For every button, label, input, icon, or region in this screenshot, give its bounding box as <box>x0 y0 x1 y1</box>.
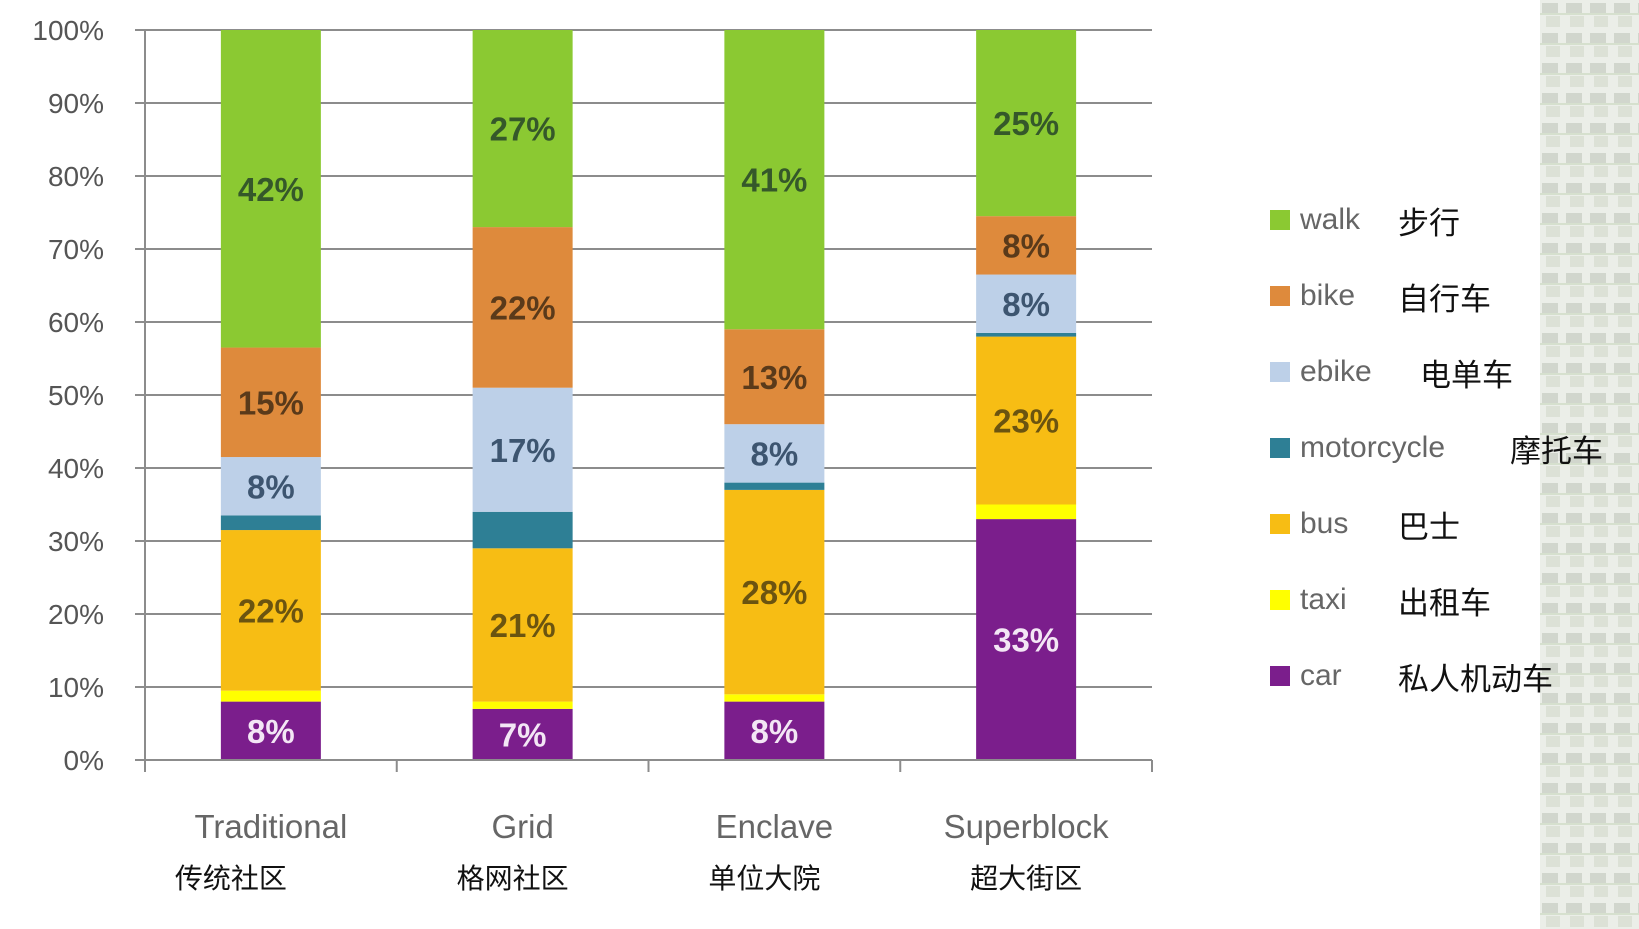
y-tick-label: 0% <box>64 745 104 776</box>
x-category-label: Traditional <box>194 808 347 845</box>
bar-segment-bus <box>976 336 1077 505</box>
bar-segment-motorcycle <box>724 482 825 490</box>
bar-segment-car <box>976 519 1077 760</box>
legend-label-zh: 私人机动车 <box>1398 661 1553 698</box>
legend-item-ebike: ebike 电单车 <box>1270 352 1513 394</box>
legend-label-zh: 步行 <box>1398 205 1460 242</box>
bar-segment-walk <box>724 30 825 330</box>
x-category-label: Grid <box>491 808 553 845</box>
legend-item-taxi: taxi 出租车 <box>1270 580 1491 622</box>
legend-swatch <box>1270 362 1290 382</box>
x-category-label-zh: 传统社区 <box>175 862 287 895</box>
bar-segment-motorcycle <box>976 332 1077 337</box>
data-label-ebike: 8% <box>1002 286 1050 323</box>
legend-label-zh: 自行车 <box>1398 281 1491 318</box>
bar-segment-taxi <box>472 701 573 709</box>
y-tick-label: 20% <box>48 599 104 630</box>
legend-swatch <box>1270 210 1290 230</box>
data-label-ebike: 17% <box>490 432 556 469</box>
y-tick-label: 10% <box>48 672 104 703</box>
data-label-bus: 22% <box>238 592 304 629</box>
x-category-label: Superblock <box>944 808 1110 845</box>
bar-segment-walk <box>220 30 321 348</box>
data-label-walk: 27% <box>490 111 556 148</box>
city-illustration-background <box>1540 0 1639 929</box>
x-category-label: Enclave <box>716 808 833 845</box>
data-label-bike: 13% <box>741 359 807 396</box>
bar-segment-taxi <box>724 694 825 702</box>
legend-swatch <box>1270 286 1290 306</box>
data-label-bus: 23% <box>993 403 1059 440</box>
bar-segment-walk <box>976 30 1077 217</box>
data-label-walk: 42% <box>238 171 304 208</box>
bar-segment-car <box>220 701 321 760</box>
data-label-walk: 41% <box>741 162 807 199</box>
bar-segment-ebike <box>976 274 1077 333</box>
x-category-label-zh: 单位大院 <box>708 862 820 895</box>
bar-segment-bus <box>724 489 825 695</box>
bar-segment-taxi <box>220 690 321 702</box>
data-label-car: 8% <box>247 713 295 750</box>
bar-segment-bus <box>220 530 321 691</box>
bar-segment-bike <box>472 227 573 388</box>
y-tick-label: 60% <box>48 307 104 338</box>
y-tick-label: 30% <box>48 526 104 557</box>
y-tick-label: 90% <box>48 88 104 119</box>
bar-segment-walk <box>472 30 573 228</box>
legend-label-zh: 巴士 <box>1398 509 1460 546</box>
x-axis: Traditional 传统社区 Grid 格网社区 Enclave 单位大院 Superb… <box>144 759 1153 895</box>
data-label-walk: 25% <box>993 105 1059 142</box>
bar-segment-car <box>724 701 825 760</box>
legend-swatch <box>1270 590 1290 610</box>
data-label-bus: 21% <box>490 607 556 644</box>
x-category-label-zh: 超大街区 <box>970 862 1082 895</box>
bar-labels: 8% 22% 8% 15% 42% 7% 21% 17% 22% 27% 8% 28% 8% 13% 41%… <box>238 105 1059 753</box>
legend-item-bike: bike 自行车 <box>1270 276 1491 318</box>
legend-item-motorcycle: motorcycle 摩托车 <box>1270 428 1603 470</box>
x-category-label-zh: 格网社区 <box>457 862 569 895</box>
bar-segment-motorcycle <box>220 515 321 531</box>
legend-swatch <box>1270 666 1290 686</box>
legend-label-zh: 摩托车 <box>1510 433 1603 470</box>
data-label-ebike: 8% <box>247 468 295 505</box>
data-label-ebike: 8% <box>751 435 799 472</box>
data-label-bike: 8% <box>1002 227 1050 264</box>
data-label-bike: 15% <box>238 384 304 421</box>
bars <box>220 30 1077 760</box>
data-label-car: 8% <box>751 713 799 750</box>
y-tick-label: 80% <box>48 161 104 192</box>
bar-segment-bus <box>472 548 573 702</box>
legend-swatch <box>1270 514 1290 534</box>
bar-segment-ebike <box>724 424 825 483</box>
bar-segment-bike <box>220 347 321 458</box>
bar-segment-taxi <box>976 504 1077 520</box>
data-label-bike: 22% <box>490 289 556 326</box>
y-tick-label: 70% <box>48 234 104 265</box>
data-label-car: 33% <box>993 622 1059 659</box>
y-axis: 0% 10% 20% 30% 40% 50% 60% 70% 80% 90% 100% <box>32 15 146 776</box>
bar-segment-ebike <box>220 457 321 516</box>
data-label-bus: 28% <box>741 574 807 611</box>
legend-label-zh: 电单车 <box>1420 357 1513 394</box>
legend-label-zh: 出租车 <box>1398 585 1491 622</box>
data-label-car: 7% <box>499 716 547 753</box>
bar-segment-bike <box>976 216 1077 275</box>
y-tick-label: 50% <box>48 380 104 411</box>
legend-item-car: car 私人机动车 <box>1270 656 1553 698</box>
legend-item-walk: walk 步行 <box>1270 200 1460 242</box>
bar-segment-ebike <box>472 387 573 512</box>
y-tick-label: 100% <box>32 15 104 46</box>
legend-item-bus: bus 巴士 <box>1270 504 1460 546</box>
bar-segment-car <box>472 708 573 760</box>
bar-segment-motorcycle <box>472 511 573 549</box>
legend-swatch <box>1270 438 1290 458</box>
bar-segment-bike <box>724 329 825 425</box>
y-tick-label: 40% <box>48 453 104 484</box>
